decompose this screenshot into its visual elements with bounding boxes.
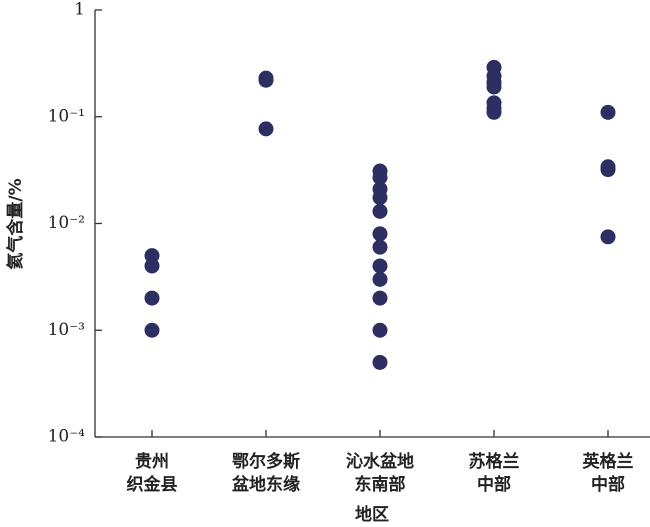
x-tick-label: 中部: [591, 474, 625, 495]
y-tick-label: 1: [74, 0, 85, 20]
data-point: [486, 79, 502, 95]
data-point: [258, 121, 274, 137]
y-tick-label: 10⁻³: [48, 320, 85, 340]
x-tick-label: 贵州: [135, 451, 169, 472]
x-tick-label: 苏格兰: [469, 451, 520, 472]
x-tick-label: 沁水盆地: [346, 451, 414, 472]
data-point: [372, 239, 388, 255]
x-tick-label: 中部: [477, 474, 511, 495]
y-tick-label: 10⁻⁴: [48, 427, 86, 447]
x-tick-label: 鄂尔多斯: [232, 451, 300, 472]
data-point: [372, 190, 388, 206]
data-point: [372, 271, 388, 287]
x-axis-label: 地区: [355, 504, 389, 525]
y-axis-label: 氦气含量/%: [5, 178, 26, 269]
x-tick-label: 英格兰: [583, 451, 634, 472]
y-tick-label: 10⁻²: [48, 213, 85, 233]
data-point: [600, 162, 616, 178]
data-point: [372, 258, 388, 274]
data-point: [372, 290, 388, 306]
data-point: [600, 229, 616, 245]
x-tick-label: 东南部: [355, 474, 406, 495]
x-tick-label: 盆地东缘: [231, 474, 300, 495]
data-point: [144, 290, 160, 306]
data-point: [258, 72, 274, 88]
y-tick-label: 10⁻¹: [48, 106, 85, 126]
data-point: [144, 322, 160, 338]
data-point: [372, 322, 388, 338]
data-point: [486, 104, 502, 120]
data-point: [372, 354, 388, 370]
data-point: [144, 248, 160, 264]
data-point: [372, 226, 388, 242]
data-point: [600, 104, 616, 120]
x-tick-label: 织金县: [127, 474, 178, 495]
data-point: [372, 169, 388, 185]
data-point: [372, 203, 388, 219]
data-point: [144, 258, 160, 274]
